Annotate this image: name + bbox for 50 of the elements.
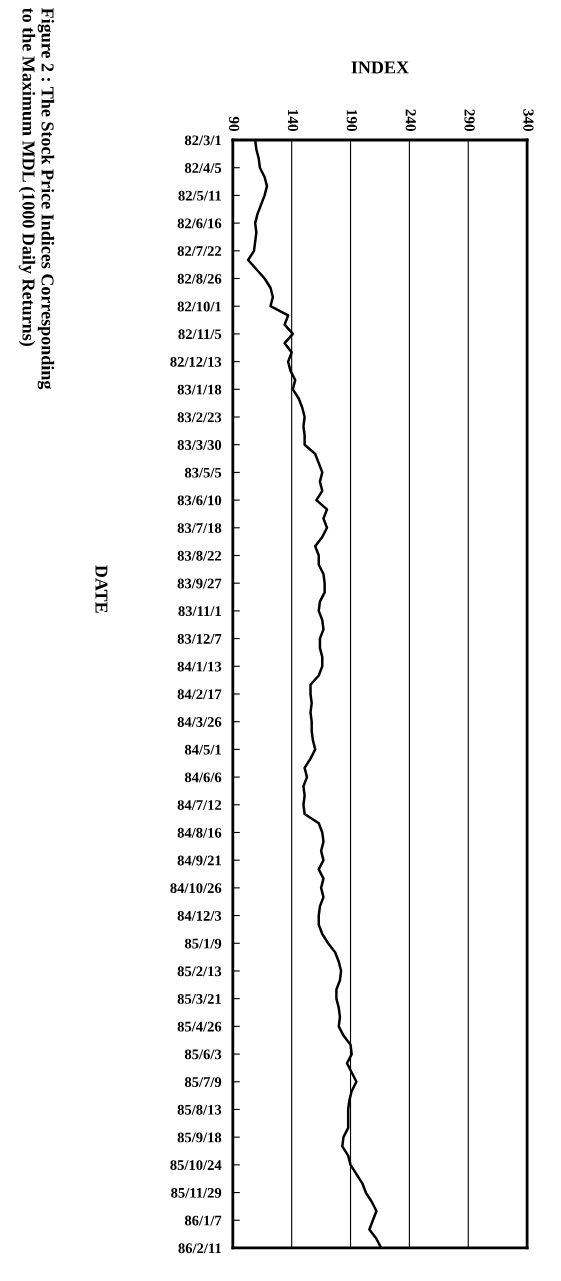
y-axis-title: DATE	[95, 565, 108, 613]
y-tick-label: 85/3/21	[177, 994, 221, 1004]
y-tick-label: 84/3/26	[177, 717, 222, 727]
y-tick-label: 83/11/1	[178, 606, 221, 617]
y-tick-label: 85/10/24	[170, 1160, 222, 1171]
y-tick-label: 84/7/12	[177, 800, 222, 810]
y-tick-label: 85/1/9	[184, 938, 222, 949]
y-tick-label: 85/11/29	[171, 1187, 222, 1198]
y-tick-label: 85/8/13	[177, 1104, 222, 1115]
y-tick-label: 84/6/6	[184, 772, 222, 783]
y-tick-label: 83/1/18	[177, 384, 222, 395]
y-tick-label: 84/8/16	[177, 827, 222, 838]
y-tick-label: 83/8/22	[177, 550, 222, 561]
y-tick-label: 84/10/26	[170, 883, 222, 894]
x-tick-label: 240	[405, 109, 416, 132]
y-tick-label: 84/1/13	[177, 661, 222, 672]
y-tick-label: 83/3/30	[177, 440, 222, 450]
y-tick-label: 83/2/23	[177, 412, 222, 423]
y-tick-label: 82/3/1	[184, 135, 221, 146]
x-tick-label: 340	[523, 109, 534, 132]
y-tick-label: 83/9/27	[177, 578, 222, 589]
y-tick-label: 83/12/7	[177, 633, 222, 644]
y-tick-label: 83/7/18	[177, 523, 222, 533]
y-tick-label: 82/7/22	[177, 246, 222, 257]
y-tick-label: 85/7/9	[184, 1077, 222, 1087]
text: Figure 2 : The Stock Price Indices Corresponding to the Maximum MDL (1000 Daily Returns)	[18, 7, 55, 390]
y-tick-label: 84/2/17	[177, 689, 222, 700]
x-tick-label: 90	[228, 116, 240, 132]
x-axis-title: INDEX	[351, 61, 409, 74]
x-tick-label: 290	[464, 109, 475, 132]
x-tick-label: 140	[287, 109, 299, 132]
y-tick-label: 82/12/13	[170, 356, 222, 367]
y-tick-label: 82/11/5	[178, 329, 222, 340]
y-tick-label: 84/9/21	[177, 855, 221, 866]
y-tick-label: 83/6/10	[177, 495, 222, 506]
y-tick-label: 82/8/26	[177, 273, 222, 284]
y-tick-label: 86/1/7	[184, 1215, 222, 1226]
x-tick-label: 190	[346, 109, 358, 132]
y-tick-label: 82/5/11	[178, 190, 221, 201]
y-tick-label: 84/5/1	[184, 744, 221, 755]
y-tick-label: 86/2/11	[178, 1243, 221, 1254]
y-tick-label: 83/5/5	[184, 467, 222, 478]
y-tick-label: 84/12/3	[177, 910, 222, 921]
y-tick-label: 82/10/1	[177, 301, 221, 312]
y-tick-label: 85/9/18	[177, 1132, 222, 1143]
y-tick-label: 85/6/3	[184, 1049, 222, 1060]
y-tick-label: 82/6/16	[177, 218, 222, 229]
y-tick-label: 85/2/13	[177, 966, 222, 977]
y-tick-label: 82/4/5	[184, 163, 222, 173]
y-tick-label: 85/4/26	[177, 1021, 222, 1032]
